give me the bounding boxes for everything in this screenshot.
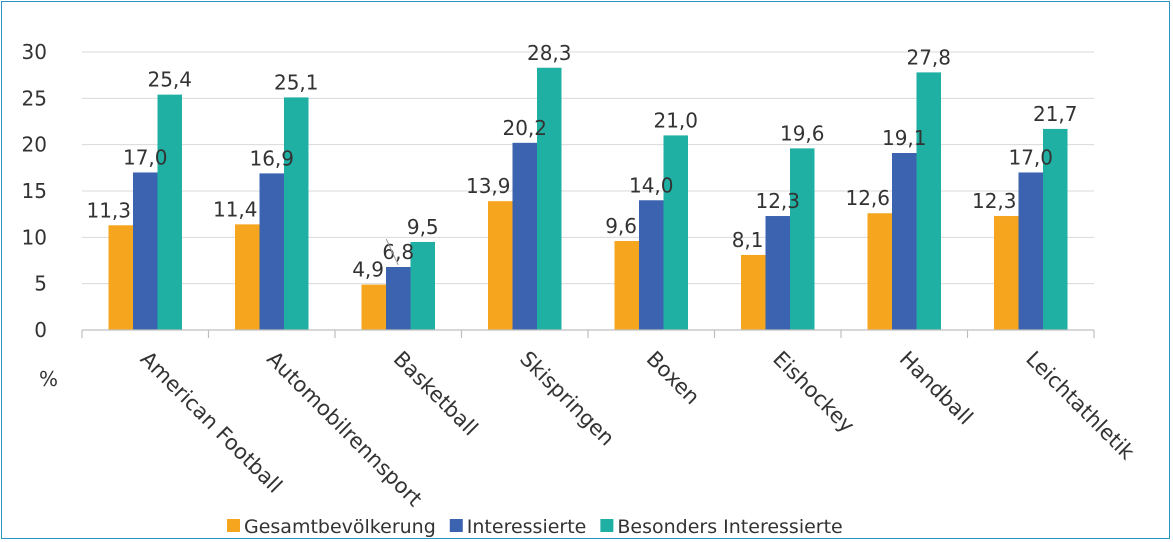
data-label-3-8: 21,7: [1033, 102, 1078, 126]
bar-1-5: [615, 241, 640, 330]
bar-2-4: [513, 143, 538, 330]
data-label-1-8: 12,3: [972, 189, 1017, 213]
y-tick-0: 0: [34, 318, 47, 342]
y-axis-label: %: [39, 367, 58, 391]
legend-swatch-2: [450, 519, 463, 532]
legend-label-3: Besonders Interessierte: [617, 516, 842, 538]
y-tick-10: 10: [22, 225, 47, 249]
category-label-7: Handball: [895, 347, 978, 430]
data-label-2-2: 16,9: [249, 146, 294, 170]
category-label-8: Leichtathletik: [1021, 347, 1139, 465]
data-label-3-2: 25,1: [274, 70, 319, 94]
y-tick-25: 25: [22, 86, 47, 110]
x-axis: American FootballAutomobilrennsportBaske…: [82, 330, 1140, 511]
bar-3-6: [790, 148, 815, 330]
legend-swatch-3: [600, 519, 613, 532]
bar-1-3: [362, 285, 387, 330]
y-tick-20: 20: [22, 133, 47, 157]
bar-3-5: [664, 135, 689, 330]
legend-label-1: Gesamtbevölkerung: [244, 516, 436, 538]
data-label-1-3: 4,9: [352, 258, 384, 282]
data-label-3-6: 19,6: [780, 121, 825, 145]
data-label-3-1: 25,4: [147, 68, 192, 92]
bar-2-5: [639, 200, 664, 330]
category-label-1: American Football: [136, 347, 287, 498]
bar-1-6: [741, 255, 766, 330]
y-tick-15: 15: [22, 179, 47, 203]
category-label-3: Basketball: [389, 347, 483, 441]
y-tick-30: 30: [22, 40, 47, 64]
bar-2-6: [766, 216, 791, 330]
data-label-3-3: 9,5: [407, 215, 439, 239]
bar-3-4: [537, 68, 562, 330]
data-label-3-4: 28,3: [527, 41, 572, 65]
bar-2-8: [1019, 172, 1044, 330]
bar-2-3: [386, 267, 411, 330]
data-label-1-5: 9,6: [605, 214, 637, 238]
bar-2-1: [133, 172, 158, 330]
data-label-2-4: 20,2: [502, 116, 547, 140]
data-label-2-1: 17,0: [123, 145, 168, 169]
data-label-1-2: 11,4: [213, 197, 258, 221]
bar-2-7: [892, 153, 917, 330]
y-axis-ticks: 0 5 10 15 20 25 30: [22, 40, 47, 342]
bar-3-7: [917, 72, 942, 330]
category-label-6: Eishockey: [768, 347, 859, 438]
legend-label-2: Interessierte: [467, 516, 587, 538]
data-label-3-5: 21,0: [653, 108, 698, 132]
category-label-4: Skispringen: [515, 347, 619, 451]
data-label-1-1: 11,3: [86, 198, 131, 222]
data-label-2-5: 14,0: [629, 173, 674, 197]
bar-1-7: [868, 213, 893, 330]
bar-3-2: [284, 97, 309, 330]
bar-1-2: [235, 224, 260, 330]
category-label-5: Boxen: [642, 347, 705, 410]
bar-3-3: [411, 242, 436, 330]
data-label-1-7: 12,6: [845, 186, 890, 210]
data-label-1-6: 8,1: [732, 228, 764, 252]
data-label-2-8: 17,0: [1008, 145, 1053, 169]
data-label-2-3: 6,8: [382, 240, 414, 264]
y-tick-5: 5: [34, 272, 47, 296]
data-label-2-6: 12,3: [755, 189, 800, 213]
bar-3-1: [158, 95, 183, 330]
bar-1-4: [488, 201, 513, 330]
data-label-3-7: 27,8: [906, 45, 951, 69]
data-label-2-7: 19,1: [882, 126, 927, 150]
gridlines: [82, 52, 1094, 284]
bar-1-1: [109, 225, 134, 330]
bar-2-2: [260, 173, 285, 330]
legend-swatch-1: [227, 519, 240, 532]
legend: Gesamtbevölkerung Interessierte Besonders …: [227, 516, 843, 538]
bar-1-8: [994, 216, 1019, 330]
data-label-1-4: 13,9: [466, 174, 511, 198]
